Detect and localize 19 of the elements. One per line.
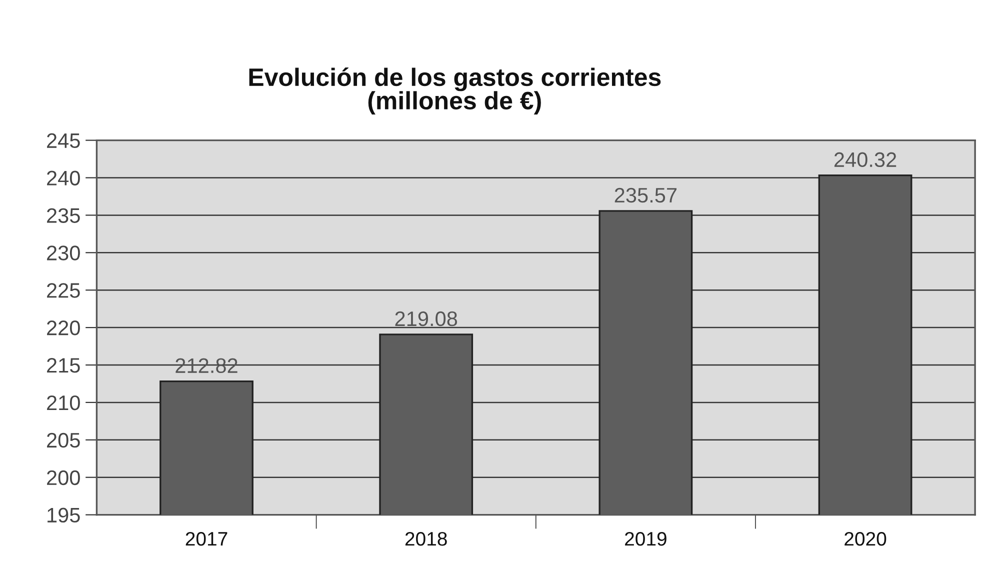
y-tick-label: 205 [47, 432, 80, 448]
y-tick-label: 220 [47, 320, 80, 336]
data-label: 235.57 [614, 188, 676, 203]
y-tick-label: 240 [47, 170, 80, 186]
chart-title: Evolución de los gastos corrientes (millones de €) [249, 68, 661, 114]
y-tick-label: 230 [47, 246, 80, 260]
y-tick-label: 235 [47, 208, 80, 223]
x-tick-label: 2018 [405, 532, 447, 546]
y-tick-label: 215 [47, 358, 80, 373]
y-tick-label: 210 [47, 395, 80, 410]
x-tick-label: 2017 [186, 532, 228, 546]
y-tick-label: 225 [47, 283, 80, 298]
data-label: 219.08 [395, 311, 458, 326]
data-label: 240.32 [834, 152, 896, 168]
x-tick-label: 2020 [844, 532, 886, 546]
y-tick-label: 200 [47, 470, 80, 486]
y-tick-label: 195 [48, 508, 80, 523]
y-tick-label: 245 [47, 133, 80, 148]
x-tick-label: 2019 [625, 532, 666, 546]
